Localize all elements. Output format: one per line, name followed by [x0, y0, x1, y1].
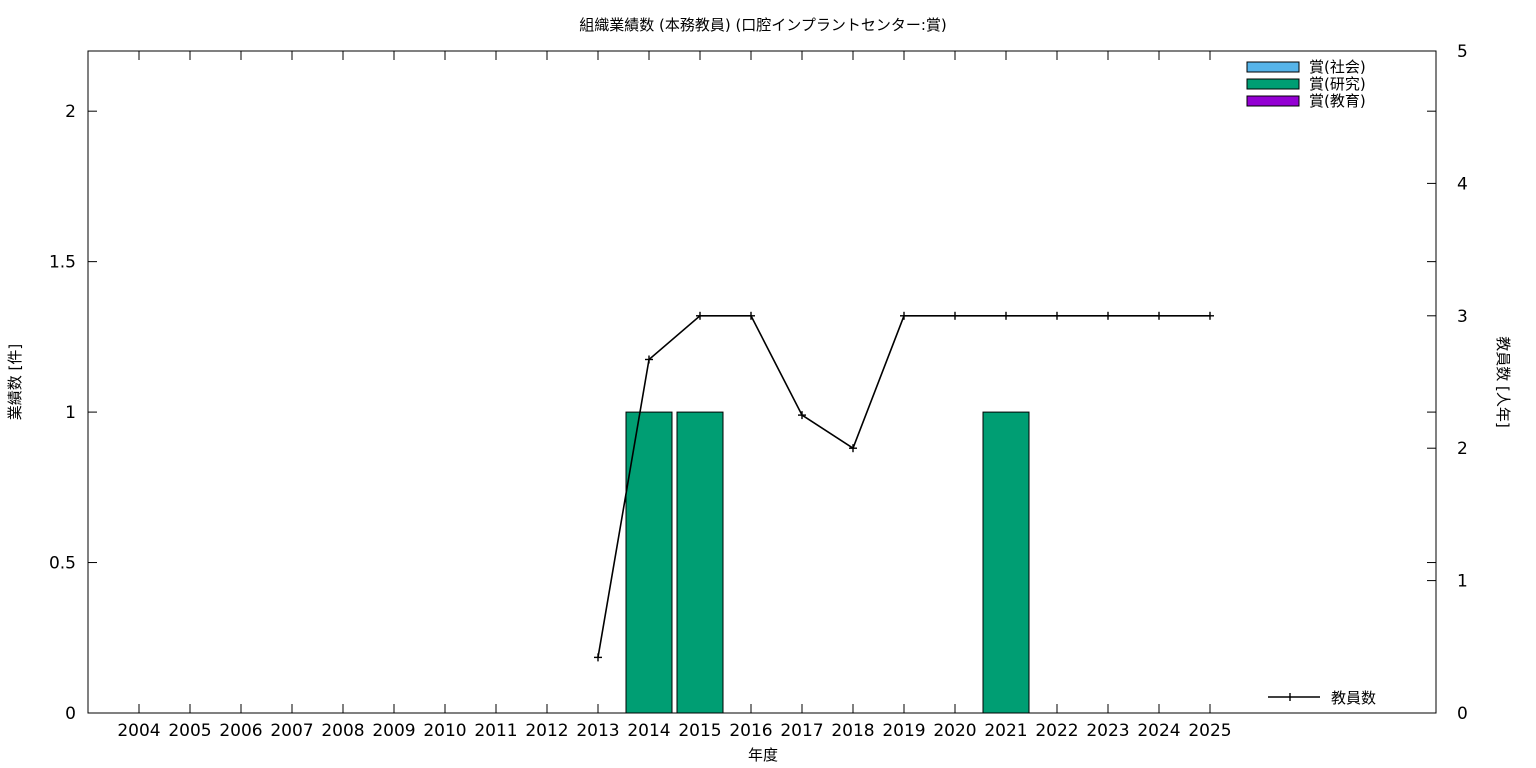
x-tick-label: 2016 [729, 721, 772, 741]
legend-label: 教員数 [1331, 689, 1376, 707]
x-tick-label: 2015 [678, 721, 721, 741]
line-point [747, 311, 755, 320]
y-tick-label: 0 [65, 704, 76, 724]
y-tick-label: 1 [65, 403, 76, 423]
legend-item: 賞(教育) [1246, 92, 1366, 110]
line-point [1053, 311, 1061, 320]
line-point [1206, 311, 1214, 320]
legend-label: 賞(社会) [1309, 58, 1366, 76]
legend: 賞(社会)賞(研究)賞(教育) [1246, 58, 1366, 110]
x-tick-label: 2024 [1137, 721, 1180, 741]
x-axis-label: 年度 [748, 746, 778, 764]
y2-tick-label: 1 [1457, 572, 1468, 592]
x-tick-label: 2012 [525, 721, 568, 741]
x-tick-label: 2017 [780, 721, 823, 741]
legend-item: 教員数 [1268, 689, 1376, 707]
x-tick-label: 2011 [474, 721, 517, 741]
line-point [849, 444, 857, 453]
bar [676, 411, 724, 714]
line-point [594, 653, 602, 662]
legend-swatch [1246, 61, 1300, 73]
y2-tick-label: 3 [1457, 307, 1468, 327]
legend-item: 賞(社会) [1246, 58, 1366, 76]
y-tick-label: 1.5 [49, 253, 76, 273]
x-tick-label: 2018 [831, 721, 874, 741]
line-point [1002, 311, 1010, 320]
legend-label: 賞(研究) [1309, 75, 1366, 93]
y2-tick-label: 0 [1457, 704, 1468, 724]
line-point [645, 355, 653, 364]
x-tick-label: 2019 [882, 721, 925, 741]
y-axis-left: 0 0.5 1 1.5 2 [49, 102, 1436, 724]
line-legend: 教員数 [1268, 689, 1376, 707]
bars [625, 411, 1030, 714]
line-series [594, 311, 1214, 662]
line-point [798, 411, 806, 420]
y2-tick-label: 5 [1457, 42, 1468, 62]
line-point [1104, 311, 1112, 320]
x-axis: 2004 2005 2006 2007 2008 2009 2010 2011 2012 2013… [117, 51, 1232, 741]
legend-item: 賞(研究) [1246, 75, 1366, 93]
bar [625, 411, 673, 714]
x-tick-label: 2010 [423, 721, 466, 741]
y-axis-right: 0 1 2 3 4 5 [1427, 42, 1468, 724]
y-axis-label: 業績数 [件] [6, 344, 24, 420]
legend-swatch [1246, 78, 1300, 90]
x-tick-label: 2023 [1086, 721, 1129, 741]
y-tick-label: 0.5 [49, 554, 76, 574]
x-tick-label: 2025 [1188, 721, 1231, 741]
line-point [900, 311, 908, 320]
legend-swatch [1246, 95, 1300, 107]
x-tick-label: 2004 [117, 721, 160, 741]
x-tick-label: 2007 [270, 721, 313, 741]
plot-area [87, 50, 1437, 714]
x-tick-label: 2006 [219, 721, 262, 741]
x-tick-label: 2005 [168, 721, 211, 741]
y2-tick-label: 2 [1457, 439, 1468, 459]
line-point [1155, 311, 1163, 320]
x-tick-label: 2020 [933, 721, 976, 741]
x-tick-label: 2013 [576, 721, 619, 741]
chart-title: 組織業績数 (本務教員) (口腔インプラントセンター:賞) [579, 16, 947, 34]
y2-tick-label: 4 [1457, 174, 1468, 194]
bar [982, 411, 1030, 714]
line-point [696, 311, 704, 320]
legend-label: 賞(教育) [1309, 92, 1366, 110]
line-point [951, 311, 959, 320]
x-tick-label: 2009 [372, 721, 415, 741]
x-tick-label: 2021 [984, 721, 1027, 741]
x-tick-label: 2014 [627, 721, 670, 741]
y2-axis-label: 教員数 [人年] [1494, 336, 1512, 427]
x-tick-label: 2022 [1035, 721, 1078, 741]
x-tick-label: 2008 [321, 721, 364, 741]
y-tick-label: 2 [65, 102, 76, 122]
